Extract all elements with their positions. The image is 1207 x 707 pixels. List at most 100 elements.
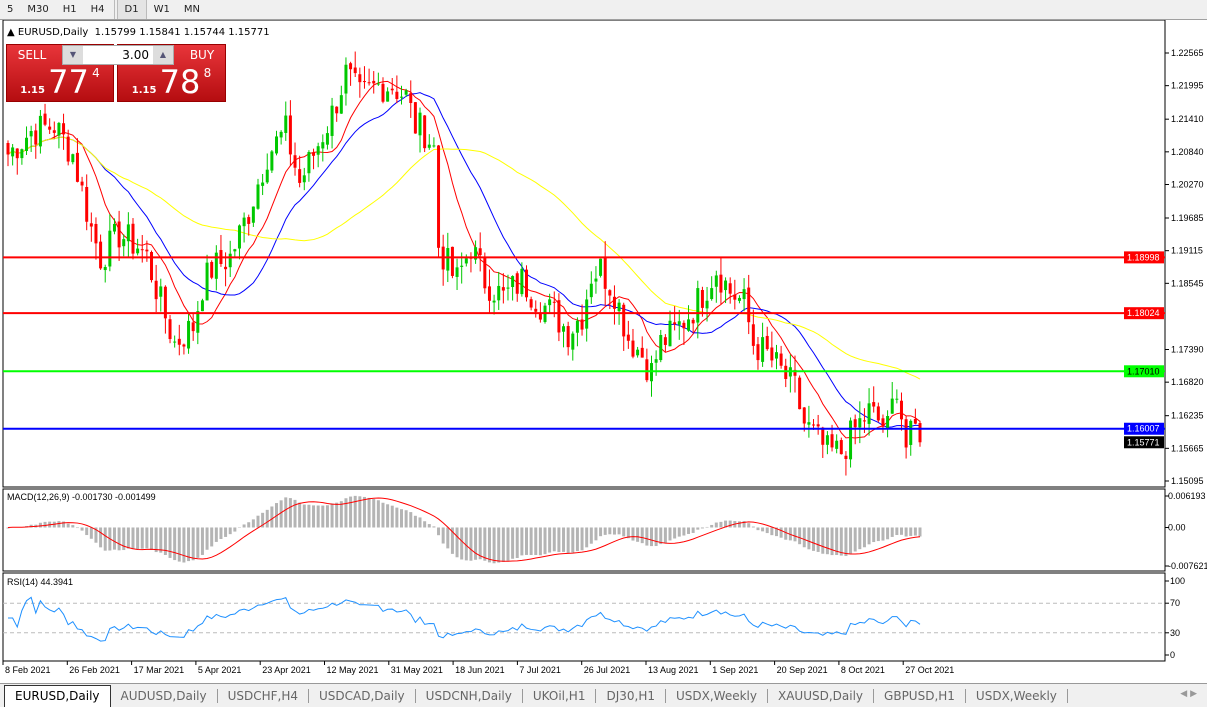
current-price-badge xyxy=(1124,436,1164,449)
lot-size-stepper[interactable]: ▼ 3.00 ▲ xyxy=(62,45,174,65)
macd-bar xyxy=(298,502,302,528)
chart-tab[interactable]: USDCAD,Daily xyxy=(309,688,416,703)
candle-body xyxy=(418,112,422,136)
candle-body xyxy=(85,186,89,222)
candle-body xyxy=(529,299,533,308)
macd-bar xyxy=(534,527,538,556)
macd-bar xyxy=(450,527,454,554)
timeframe-5[interactable]: 5 xyxy=(7,4,14,15)
candle-body xyxy=(895,398,899,400)
candle-body xyxy=(918,423,922,443)
tab-scroll-arrows-icon[interactable]: ◀ ▶ xyxy=(1180,689,1197,699)
macd-bar xyxy=(538,527,542,556)
price-axis-label: 1.15665 xyxy=(1171,443,1204,453)
candle-body xyxy=(659,334,663,361)
chart-tab[interactable]: USDCNH,Daily xyxy=(416,688,523,703)
candle-body xyxy=(344,64,348,94)
macd-bar xyxy=(460,527,464,560)
candle-body xyxy=(566,326,570,348)
timeframe-d1[interactable]: D1 xyxy=(116,0,147,19)
chart-tab[interactable]: USDX,Weekly xyxy=(666,688,768,703)
candle-body xyxy=(293,155,297,168)
macd-bar xyxy=(99,527,103,548)
candle-body xyxy=(552,301,556,303)
lot-size-input[interactable]: 3.00 xyxy=(122,48,149,62)
macd-bar xyxy=(316,505,320,528)
macd-bar xyxy=(89,527,93,539)
chart-tab[interactable]: DJ30,H1 xyxy=(596,688,666,703)
candle-body xyxy=(862,420,866,422)
chart-tab[interactable]: AUDUSD,Daily xyxy=(111,688,218,703)
candle-body xyxy=(427,144,431,148)
candle-body xyxy=(663,337,667,345)
decrease-lot-icon[interactable]: ▼ xyxy=(63,46,83,64)
sell-big: 77 xyxy=(48,63,89,101)
macd-bar xyxy=(899,527,903,535)
macd-bar xyxy=(200,527,204,555)
candle-body xyxy=(205,262,209,301)
chart-area[interactable]: 1.22565 1.21995 1.21410 1.20840 1.20270 1.196… xyxy=(0,20,1207,682)
candle-body xyxy=(830,434,834,448)
ma-mid-line xyxy=(7,92,921,428)
rsi-panel xyxy=(2,572,1166,662)
candle-body xyxy=(103,266,107,271)
macd-bar xyxy=(404,510,408,528)
price-axis-label: 1.17390 xyxy=(1171,345,1204,355)
candle-body xyxy=(807,422,811,425)
macd-bar xyxy=(478,527,482,560)
timeframe-w1[interactable]: W1 xyxy=(153,4,170,15)
macd-bar xyxy=(728,520,732,528)
candle-body xyxy=(20,149,24,159)
macd-bar xyxy=(636,527,640,542)
macd-bar xyxy=(57,521,61,528)
candle-body xyxy=(48,126,52,130)
candle-body xyxy=(163,286,167,319)
macd-bar xyxy=(737,521,741,528)
macd-bar xyxy=(886,527,890,540)
candle-body xyxy=(774,352,778,359)
macd-bar xyxy=(191,527,195,561)
date-axis-label: 8 Oct 2021 xyxy=(841,665,885,675)
chart-tab[interactable]: USDX,Weekly xyxy=(966,688,1068,703)
candle-body xyxy=(38,115,42,147)
candle-body xyxy=(497,285,501,301)
timeframe-m30[interactable]: M30 xyxy=(27,4,49,15)
macd-bar xyxy=(691,527,695,533)
macd-bar xyxy=(608,527,612,535)
macd-bar xyxy=(756,527,760,531)
chart-tab[interactable]: USDCHF,H4 xyxy=(218,688,310,703)
increase-lot-icon[interactable]: ▲ xyxy=(153,46,173,64)
candle-body xyxy=(812,424,816,426)
chart-tab[interactable]: GBPUSD,H1 xyxy=(874,688,966,703)
candle-body xyxy=(349,63,353,70)
chart-tab[interactable]: UKOil,H1 xyxy=(523,688,597,703)
candle-body xyxy=(80,181,84,186)
chart-tabs: EURUSD,Daily AUDUSD,Daily USDCHF,H4 USDCAD,… xyxy=(0,683,1207,707)
timeframe-mn[interactable]: MN xyxy=(183,4,200,15)
macd-bar xyxy=(159,527,163,553)
chart-tab[interactable]: EURUSD,Daily xyxy=(4,684,111,707)
macd-bar xyxy=(242,524,246,528)
candle-body xyxy=(622,304,626,337)
macd-bar xyxy=(918,527,922,537)
macd-bar xyxy=(696,527,700,530)
macd-bar xyxy=(622,527,626,537)
timeframe-h1[interactable]: H1 xyxy=(62,4,77,15)
sell-pip: 4 xyxy=(92,66,100,80)
macd-axis-label: -0.007621 xyxy=(1168,561,1207,571)
macd-bar xyxy=(312,505,316,528)
candle-body xyxy=(890,398,894,414)
macd-bar xyxy=(798,527,802,545)
timeframe-h4[interactable]: H4 xyxy=(90,4,105,15)
candle-body xyxy=(751,324,755,346)
price-axis-label: 1.16820 xyxy=(1171,377,1204,387)
rsi-label: RSI(14) 44.3941 xyxy=(7,577,73,587)
chart-tab[interactable]: XAUUSD,Daily xyxy=(768,688,875,703)
date-axis-label: 18 Jun 2021 xyxy=(455,665,505,675)
macd-bar xyxy=(163,527,167,555)
macd-bar xyxy=(409,512,413,528)
date-axis-label: 7 Jul 2021 xyxy=(519,665,561,675)
macd-bar xyxy=(233,527,237,532)
macd-bar xyxy=(196,527,200,558)
candle-body xyxy=(705,300,709,309)
